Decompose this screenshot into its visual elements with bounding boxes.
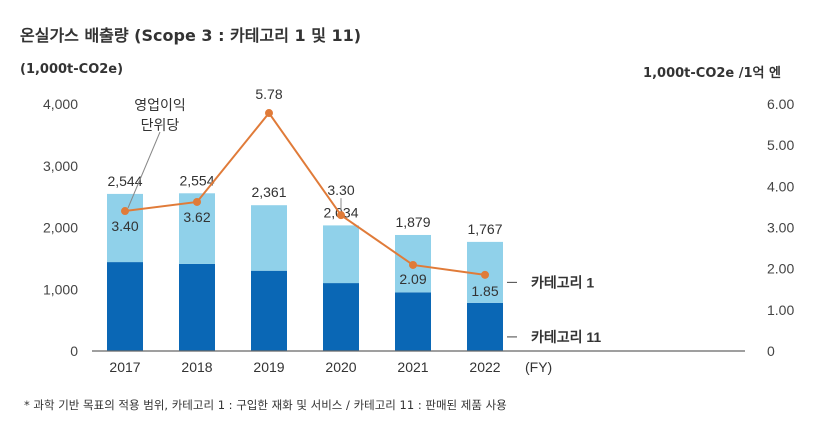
left-tick-label: 2,000 [43,220,78,236]
line-value-label: 3.30 [327,182,354,198]
line-series-name: 단위당 [141,117,180,133]
legend-category-11: 카테고리 11 [531,329,601,345]
right-tick-label: 0 [767,343,775,359]
line-point [337,211,345,220]
left-tick-label: 1,000 [43,281,78,297]
bar-category-1 [251,205,287,271]
right-tick-label: 6.00 [767,96,794,112]
right-axis-unit: 1,000t-CO2e /1억 엔 [643,66,781,81]
line-series-name: 영업이익 [134,97,186,113]
legend-category-1: 카테고리 1 [531,274,594,290]
line-name-connector [127,131,161,209]
x-tick-label: 2017 [109,359,140,375]
bar-category-1 [107,193,143,263]
line-series-per-profit [124,111,486,276]
x-tick-label: 2021 [397,359,428,375]
right-tick-label: 5.00 [767,137,794,153]
total-label: 2,544 [107,173,142,189]
bar-category-11 [179,263,215,351]
total-label: 1,879 [395,214,430,230]
left-tick-label: 3,000 [43,158,78,174]
line-value-label: 1.85 [471,283,498,299]
right-tick-label: 1.00 [767,302,794,318]
line-point [265,109,273,118]
bar-category-11 [467,302,503,351]
line-value-label: 2.09 [399,271,426,287]
total-label: 2,554 [179,172,214,188]
x-axis-suffix: (FY) [525,359,552,375]
bar-category-11 [395,292,431,351]
total-label: 2,361 [251,184,286,200]
footnote: * 과학 기반 목표의 적용 범위, 카테고리 1 : 구입한 재화 및 서비스… [24,398,507,412]
left-tick-label: 4,000 [43,96,78,112]
x-tick-label: 2022 [469,359,500,375]
bar-category-1 [323,225,359,284]
line-value-label: 5.78 [255,86,282,102]
line-value-label: 3.62 [183,209,210,225]
x-tick-label: 2018 [181,359,212,375]
line-point [193,197,201,206]
left-axis-unit: (1,000t-CO2e) [20,62,124,77]
total-label: 1,767 [467,221,502,237]
line-point [481,270,489,279]
line-point [121,207,129,216]
x-tick-label: 2019 [253,359,284,375]
right-tick-label: 2.00 [767,261,794,277]
line-point [409,260,417,269]
bar-category-11 [323,283,359,351]
right-tick-label: 4.00 [767,178,794,194]
line-value-label: 3.40 [111,218,138,234]
chart-title: 온실가스 배출량 (Scope 3 : 카테고리 1 및 11) [20,26,362,45]
bar-category-11 [107,262,143,351]
x-tick-label: 2020 [325,359,356,375]
right-tick-label: 3.00 [767,220,794,236]
left-tick-label: 0 [70,343,78,359]
bar-category-11 [251,270,287,351]
